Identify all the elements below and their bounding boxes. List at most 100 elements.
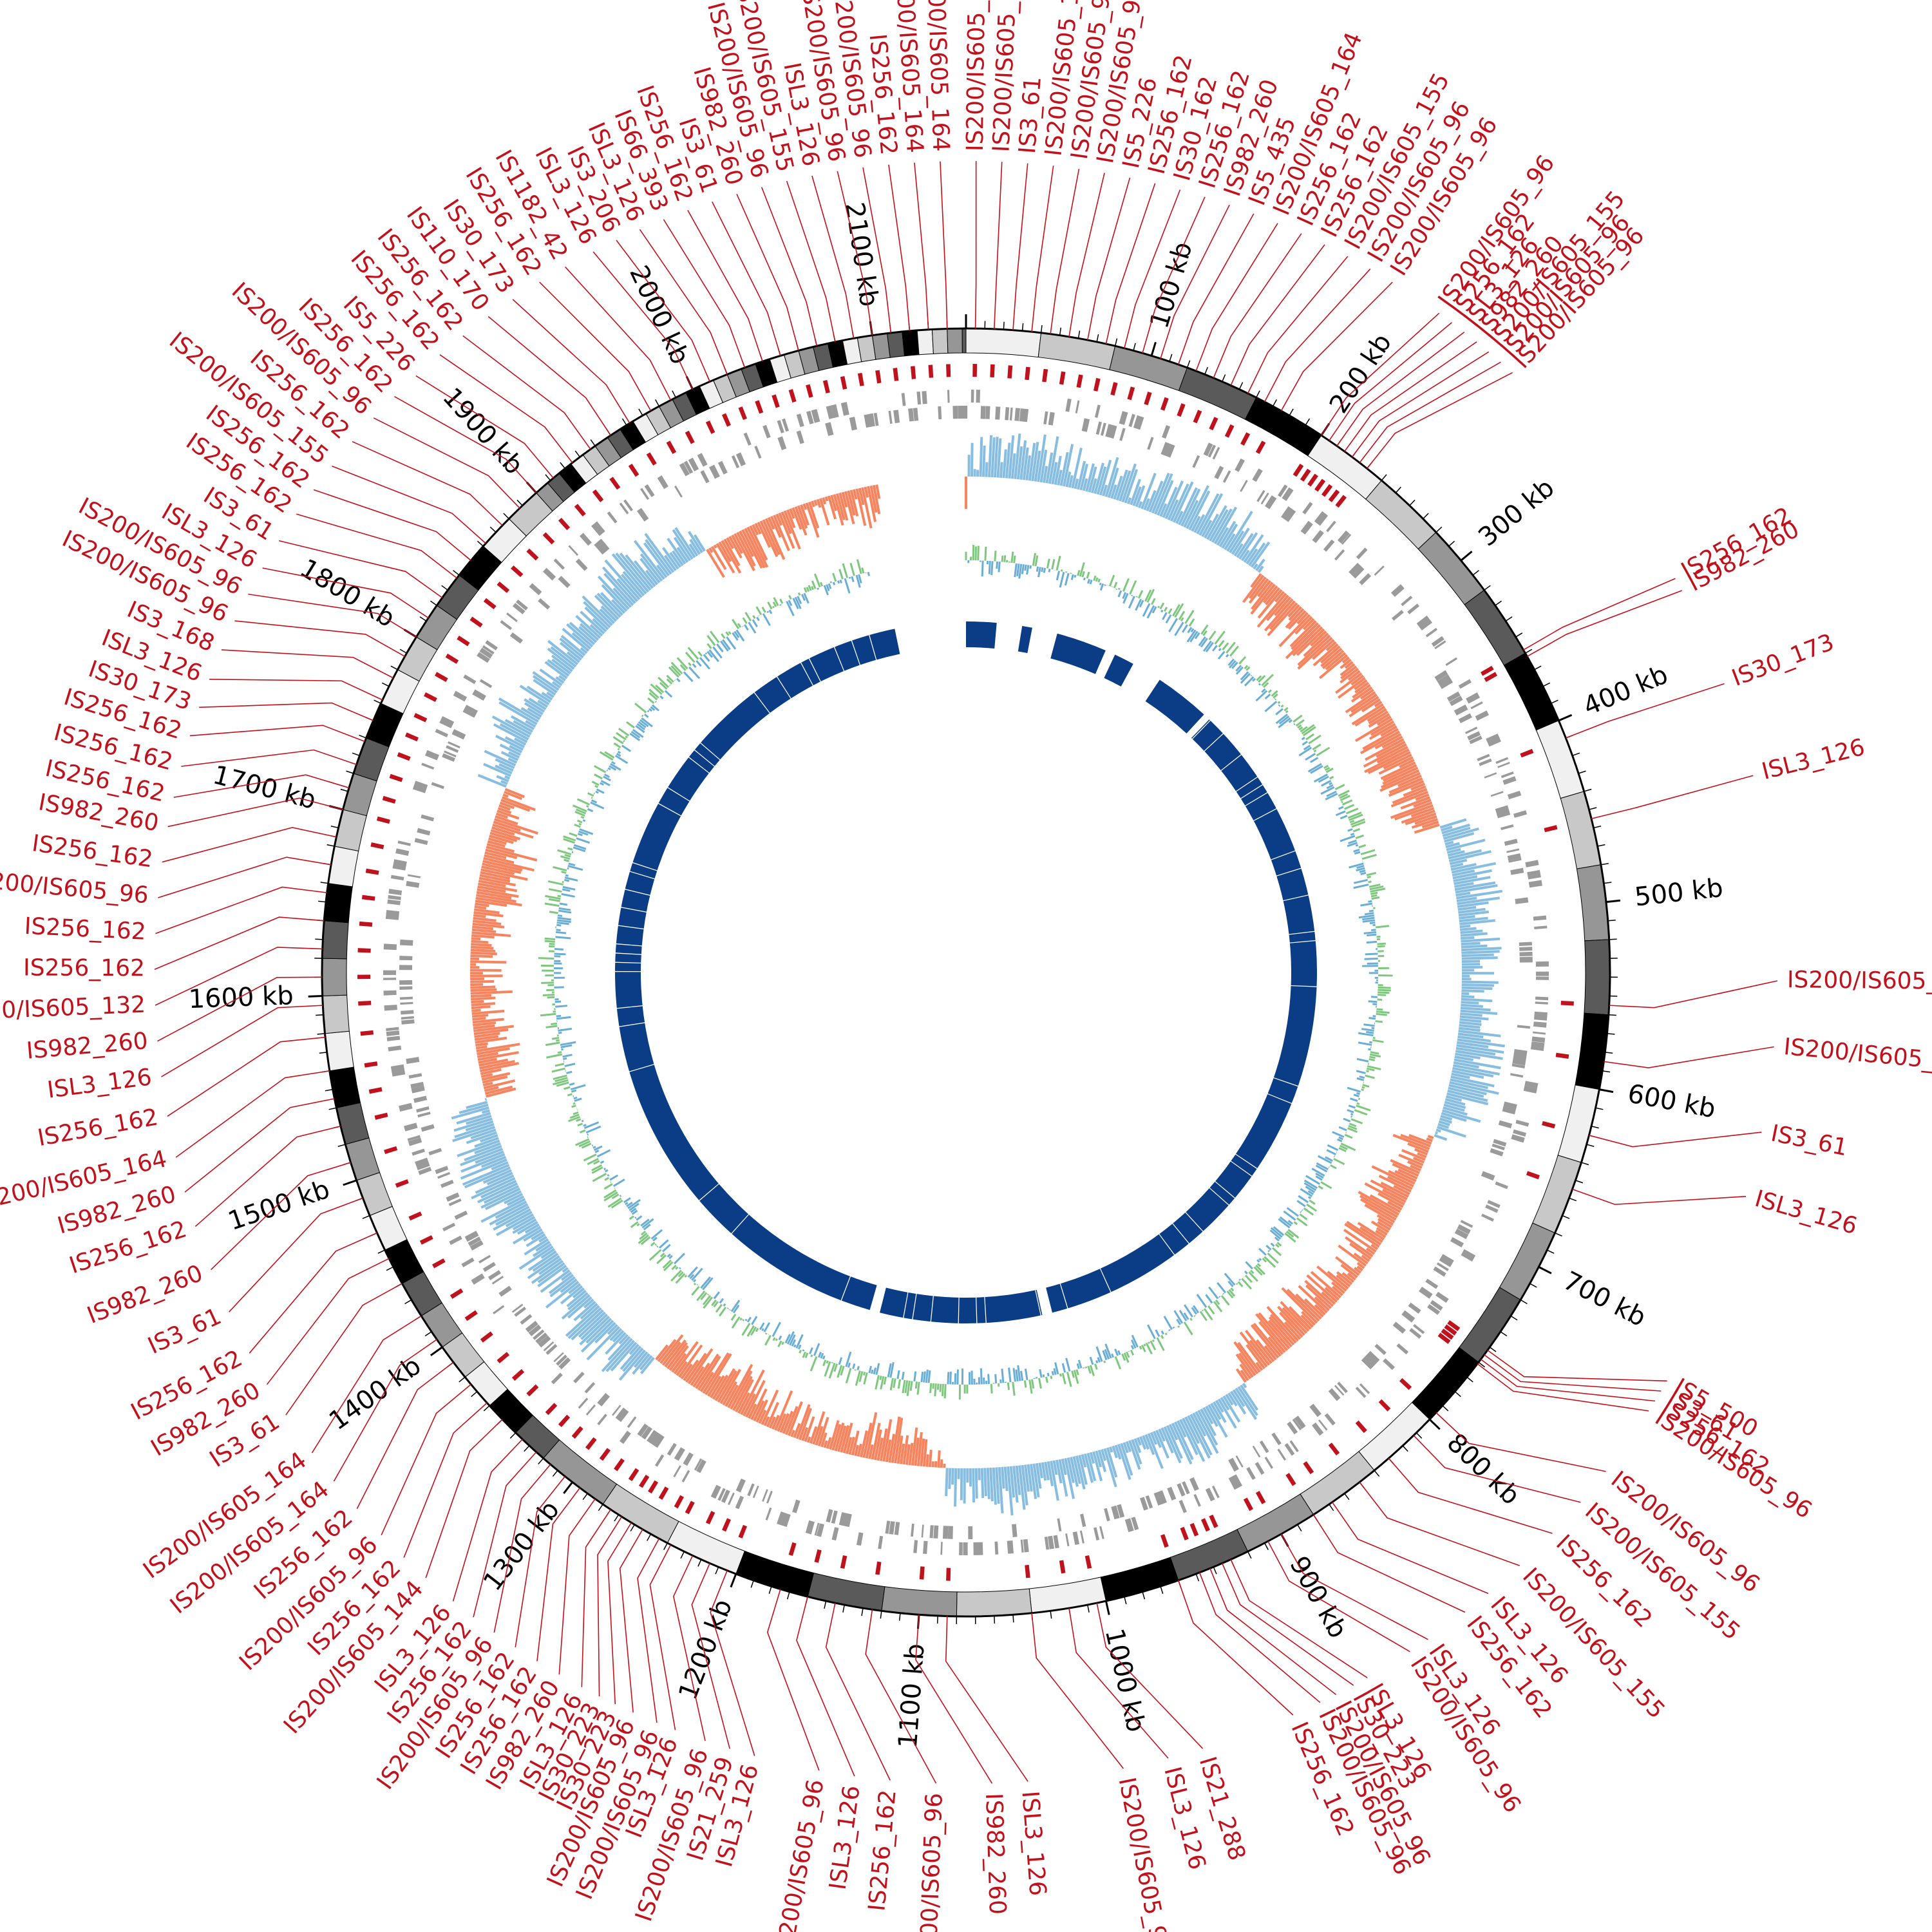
gene-feature xyxy=(1139,1497,1148,1511)
gc-skew-bar xyxy=(782,1410,794,1434)
gene-feature xyxy=(408,1137,422,1146)
gc-content-bar xyxy=(1150,1340,1157,1350)
gc-skew-bar xyxy=(1031,442,1039,482)
gc-skew-bar xyxy=(874,1429,882,1461)
gc-skew-bar xyxy=(794,506,808,536)
gc-skew-bar xyxy=(498,697,539,723)
is-element-marker xyxy=(609,477,621,490)
gc-content-bar xyxy=(1301,737,1305,741)
gene-feature xyxy=(1277,484,1288,497)
gc-skew-bar xyxy=(516,1220,538,1235)
gc-skew-bar xyxy=(514,737,527,746)
gc-content-bar xyxy=(1343,804,1355,810)
minor-tick xyxy=(337,1144,346,1147)
gc-content-bar xyxy=(1376,935,1381,938)
gene-features-track xyxy=(383,390,1549,1556)
gc-skew-bar xyxy=(473,1024,495,1030)
gc-content-bar xyxy=(696,1290,706,1302)
is-callout-line xyxy=(278,540,443,598)
gc-content-bar xyxy=(1330,1164,1337,1170)
gc-content-bar xyxy=(626,1201,633,1208)
is-element-marker xyxy=(840,376,848,390)
gc-content-bar xyxy=(1244,1274,1253,1283)
scale-label: 1200 kb xyxy=(673,1595,738,1704)
gc-content-bar xyxy=(575,1138,590,1146)
gc-skew-bar xyxy=(466,1114,492,1125)
gc-content-bar xyxy=(781,1341,784,1345)
gc-skew-bar xyxy=(954,1468,958,1507)
gc-content-bar xyxy=(1261,688,1266,694)
minor-tick xyxy=(1272,399,1278,407)
gc-skew-bar xyxy=(482,1081,493,1087)
gc-skew-bar xyxy=(1383,764,1417,782)
gc-skew-bar xyxy=(885,1439,892,1463)
is-element-label: IS30_173 xyxy=(1728,629,1838,692)
gene-feature xyxy=(637,507,649,522)
gene-feature xyxy=(1535,971,1549,976)
gc-content-bar xyxy=(1207,1305,1215,1315)
gc-skew-bar xyxy=(847,490,856,516)
gc-skew-bar xyxy=(1448,850,1492,863)
gc-skew-bar xyxy=(537,1264,567,1287)
gc-content-bar xyxy=(1367,1065,1381,1070)
gc-skew-bar xyxy=(513,719,533,733)
gc-content-bar xyxy=(1275,708,1283,715)
gene-feature xyxy=(385,913,399,920)
gc-skew-bar xyxy=(541,692,553,701)
gc-skew-bar xyxy=(480,1068,502,1075)
minor-tick xyxy=(1409,499,1416,506)
gc-skew-bar xyxy=(1370,1179,1408,1200)
gc-content-bar xyxy=(1367,875,1371,879)
identity-gap xyxy=(614,961,643,964)
gc-content-bar xyxy=(700,1292,708,1300)
gc-skew-bar xyxy=(1369,1194,1401,1213)
gene-feature xyxy=(1440,1254,1454,1265)
gene-feature xyxy=(888,410,893,424)
identity-gap xyxy=(1244,791,1269,807)
gc-skew-bar xyxy=(1343,1228,1377,1253)
gc-skew-bar xyxy=(1461,937,1501,943)
gc-skew-bar xyxy=(489,831,518,842)
gc-skew-bar xyxy=(764,518,786,560)
gene-feature xyxy=(1359,573,1372,585)
gc-content-bar xyxy=(590,801,605,810)
gc-content-bar xyxy=(761,1328,764,1332)
is-callout-line xyxy=(1487,1349,1667,1382)
gc-skew-bar xyxy=(633,540,665,580)
gc-content-bar xyxy=(1377,998,1383,1001)
gc-skew-bar xyxy=(713,544,717,549)
is-callout-line xyxy=(637,1538,660,1723)
gc-content-bar xyxy=(611,1199,623,1209)
gc-content-bar xyxy=(689,1274,695,1280)
is-element-marker xyxy=(592,489,604,502)
gc-content-bar xyxy=(548,898,560,902)
gc-content-bar xyxy=(649,692,658,701)
gc-content-bar xyxy=(1317,1155,1332,1164)
gene-feature xyxy=(674,1447,685,1461)
gene-feature xyxy=(1246,1466,1256,1481)
gc-skew-bar xyxy=(1456,1044,1504,1054)
is-callout-line xyxy=(488,316,611,436)
gc-skew-bar xyxy=(744,527,766,569)
gc-skew-bar xyxy=(1461,1001,1479,1005)
gene-feature xyxy=(1449,696,1463,706)
gc-content-bar xyxy=(1028,1379,1033,1394)
gc-content-bar xyxy=(1121,1353,1126,1361)
gc-content-bar xyxy=(832,582,836,585)
gc-content-bar xyxy=(674,679,676,681)
is-element-marker xyxy=(599,1448,611,1461)
gc-skew-bar xyxy=(1340,667,1359,684)
gc-skew-bar xyxy=(579,1315,611,1346)
gc-content-bar xyxy=(688,662,692,667)
gc-content-bar xyxy=(1146,605,1155,619)
gc-skew-bar xyxy=(580,1320,614,1353)
scale-label: 1800 kb xyxy=(295,553,400,633)
gene-feature xyxy=(1419,620,1432,630)
gene-feature xyxy=(679,462,690,477)
gc-content-bar xyxy=(630,1208,637,1213)
gc-content-bar xyxy=(703,654,710,662)
gc-content-bar xyxy=(1370,894,1378,898)
gene-feature xyxy=(1111,1505,1120,1520)
gene-feature xyxy=(1427,1303,1441,1315)
gc-skew-bar xyxy=(1278,614,1311,647)
